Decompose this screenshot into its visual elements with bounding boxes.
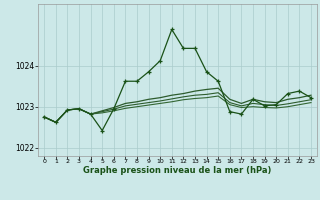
X-axis label: Graphe pression niveau de la mer (hPa): Graphe pression niveau de la mer (hPa) bbox=[84, 166, 272, 175]
